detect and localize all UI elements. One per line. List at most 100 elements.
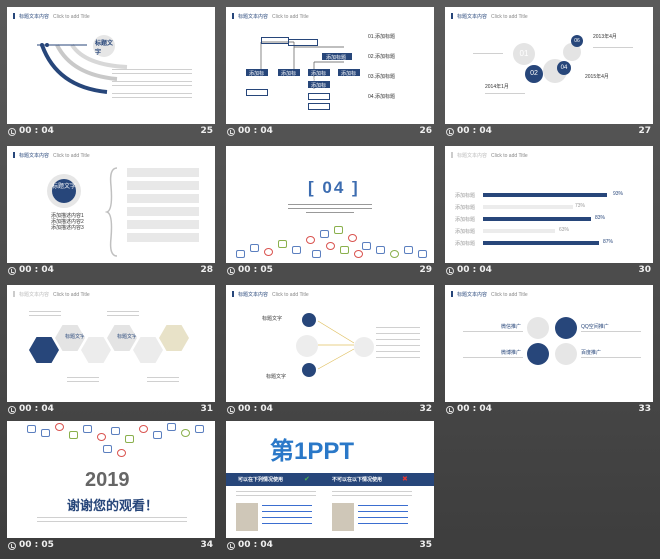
org-chart-lines bbox=[260, 41, 344, 89]
date-label: 2015年4月 bbox=[585, 74, 609, 80]
slide-header: 标题文本内容 Click to add Title bbox=[19, 152, 90, 159]
header-subtitle: Click to add Title bbox=[491, 292, 528, 298]
link-line bbox=[358, 523, 408, 524]
node-icon bbox=[302, 363, 316, 377]
slide-duration: 00 : 04 bbox=[457, 404, 492, 414]
header-accent bbox=[232, 13, 234, 19]
link-line bbox=[262, 505, 312, 506]
slide-meta: 00 : 04 27 bbox=[445, 126, 653, 140]
list-item: 02.添加标题 bbox=[368, 54, 395, 60]
text-line bbox=[376, 339, 420, 340]
node-label: 标题文字 bbox=[266, 374, 287, 380]
clock-icon bbox=[446, 267, 454, 275]
slide-thumbnail-34[interactable]: 2019 谢谢您的观看！ bbox=[7, 421, 215, 538]
node-circle bbox=[296, 335, 318, 357]
text-line bbox=[593, 47, 633, 48]
bar-percent: 63% bbox=[559, 227, 570, 233]
slide-meta: 00 : 04 25 bbox=[7, 126, 215, 140]
org-node bbox=[261, 37, 289, 44]
hex-icon bbox=[29, 337, 59, 363]
slide-thumbnail-29[interactable]: [ 04 ] bbox=[226, 146, 434, 263]
slide-cell-30: 标题文本内容 Click to add Title 添加标题 93% 添加标题 7… bbox=[445, 146, 653, 280]
title-circle bbox=[93, 35, 115, 57]
slide-thumbnail-28[interactable]: 标题文本内容 Click to add Title 标题文字 添加描述内容1 添加… bbox=[7, 146, 215, 263]
slide-duration: 00 : 04 bbox=[238, 404, 273, 414]
slide-number: 33 bbox=[638, 404, 651, 414]
slide-duration: 00 : 04 bbox=[457, 126, 492, 136]
slide-meta: 00 : 04 33 bbox=[445, 404, 653, 418]
title-circle: 标题文字 bbox=[52, 179, 76, 203]
slide-meta: 00 : 04 30 bbox=[445, 265, 653, 279]
bar-percent: 83% bbox=[595, 215, 606, 221]
slide-thumbnail-32[interactable]: 标题文本内容 Click to add Title 标题文字 标题文字 bbox=[226, 285, 434, 402]
slide-cell-26: 标题文本内容 Click to add Title 添加标题 添加标题 添加标题 … bbox=[226, 7, 434, 141]
slide-cell-34: 2019 谢谢您的观看！ 00 : 05 34 bbox=[7, 421, 215, 555]
progress-bar bbox=[483, 229, 555, 233]
channel-label: QQ空间推广 bbox=[581, 324, 609, 330]
header-accent bbox=[232, 291, 234, 297]
text-line bbox=[236, 495, 316, 496]
text-line bbox=[107, 315, 139, 316]
list-item: 03.添加标题 bbox=[368, 74, 395, 80]
slide-meta: 00 : 04 26 bbox=[226, 126, 434, 140]
slide-header: 标题文本内容 Click to add Title bbox=[457, 152, 528, 159]
slide-number: 28 bbox=[200, 265, 213, 275]
slide-thumbnail-30[interactable]: 标题文本内容 Click to add Title 添加标题 93% 添加标题 7… bbox=[445, 146, 653, 263]
brace-graphic bbox=[105, 167, 118, 257]
text-line bbox=[463, 331, 523, 332]
slide-cell-32: 标题文本内容 Click to add Title 标题文字 标题文字 00 : … bbox=[226, 285, 434, 419]
qr-code bbox=[332, 503, 354, 531]
node-circle: 06 bbox=[571, 35, 583, 47]
baidu-icon bbox=[555, 343, 577, 365]
text-line bbox=[581, 357, 641, 358]
clock-icon bbox=[446, 406, 454, 414]
node-circle: 01 bbox=[513, 43, 535, 65]
node-circle bbox=[563, 43, 581, 61]
slide-thumbnail-25[interactable]: 标题文本内容 Click to add Title 标题文字 bbox=[7, 7, 215, 124]
node-circle: 02 bbox=[525, 65, 543, 83]
text-line bbox=[147, 377, 179, 378]
slide-thumbnail-26[interactable]: 标题文本内容 Click to add Title 添加标题 添加标题 添加标题 … bbox=[226, 7, 434, 124]
progress-bar bbox=[483, 241, 599, 245]
slide-header: 标题文本内容 Click to add Title bbox=[238, 13, 309, 20]
text-line bbox=[485, 93, 525, 94]
info-header-bar bbox=[226, 473, 434, 486]
connector-lines bbox=[317, 320, 355, 370]
slide-number: 27 bbox=[638, 126, 651, 136]
text-line bbox=[67, 381, 99, 382]
header-subtitle: Click to add Title bbox=[53, 153, 90, 159]
list-bar bbox=[127, 207, 199, 216]
text-line bbox=[112, 85, 192, 86]
slide-number: 26 bbox=[419, 126, 432, 136]
slide-number: 25 bbox=[200, 126, 213, 136]
bar-percent: 93% bbox=[613, 191, 624, 197]
text-line bbox=[376, 333, 420, 334]
slide-thumbnail-31[interactable]: 标题文本内容 Click to add Title 标题文字 标题文字 bbox=[7, 285, 215, 402]
forbidden-heading: 不可以在以下情况使用 bbox=[332, 477, 383, 483]
slide-duration: 00 : 05 bbox=[238, 265, 273, 275]
text-line bbox=[581, 331, 641, 332]
header-title: 标题文本内容 bbox=[19, 292, 50, 298]
slide-thumbnail-33[interactable]: 标题文本内容 Click to add Title QQ空间推广 微博推广 微信推… bbox=[445, 285, 653, 402]
org-node-empty bbox=[308, 93, 330, 100]
slide-number: 34 bbox=[200, 540, 213, 550]
slide-duration: 00 : 04 bbox=[238, 126, 273, 136]
brand-logo: 第1PPT bbox=[270, 438, 355, 465]
text-line bbox=[29, 311, 61, 312]
org-node-empty bbox=[246, 89, 268, 96]
slide-number: 32 bbox=[419, 404, 432, 414]
arc-graphic bbox=[37, 43, 128, 94]
slide-thumbnail-35[interactable]: 第1PPT 可以在下列情况使用 ✔ 不可以在以下情况使用 ✖ bbox=[226, 421, 434, 538]
text-line bbox=[473, 53, 503, 54]
slide-header: 标题文本内容 Click to add Title bbox=[457, 13, 528, 20]
text-line bbox=[332, 491, 412, 492]
text-line bbox=[376, 345, 420, 346]
check-icon: ✔ bbox=[304, 476, 310, 483]
header-accent bbox=[13, 152, 15, 158]
list-bar bbox=[127, 233, 199, 242]
slide-thumbnail-27[interactable]: 标题文本内容 Click to add Title 01 02 04 06 201… bbox=[445, 7, 653, 124]
link-line bbox=[358, 505, 408, 506]
node-label: 标题文字 bbox=[262, 316, 283, 322]
slide-meta: 00 : 04 32 bbox=[226, 404, 434, 418]
text-line bbox=[236, 491, 316, 492]
